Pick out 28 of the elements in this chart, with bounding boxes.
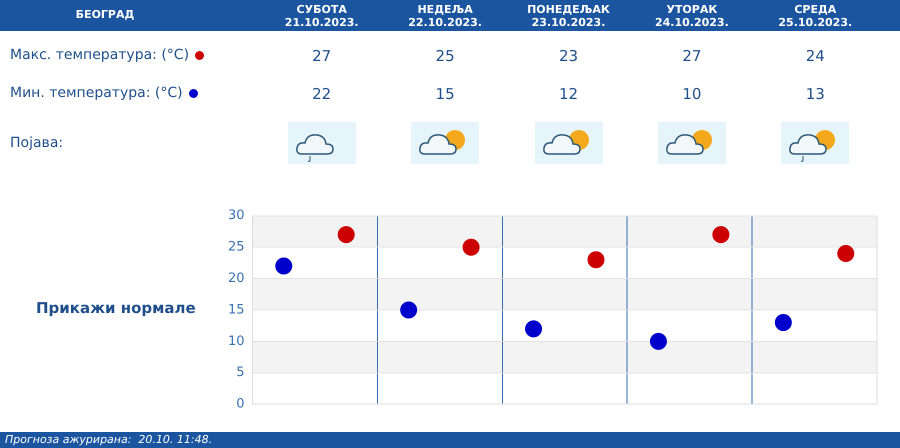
data-label: 24: [804, 47, 826, 65]
text: НЕДЕЉА 22.10.2023.: [407, 3, 483, 29]
y-tick-label: 30: [228, 208, 245, 224]
legend-label: Макс. температура: (°C): [10, 47, 190, 63]
y-tick-label: 0: [236, 396, 245, 412]
text: Појава:: [10, 135, 64, 151]
text: Прикажи нормале: [36, 299, 196, 317]
data-label: 25: [434, 47, 456, 65]
data-label: 12: [558, 85, 580, 103]
data-label: 10: [681, 85, 702, 103]
y-tick-label: 15: [228, 302, 245, 318]
data-label: 27: [681, 47, 702, 65]
y-tick-label: 25: [228, 240, 245, 255]
text: ПОНЕДЕЉАК 23.10.2023.: [526, 3, 611, 29]
data-label: 13: [804, 85, 826, 103]
data-label: 15: [434, 85, 456, 103]
y-tick-label: 10: [228, 334, 245, 349]
text: Прогноза ажурирана: 20.10. 11:48.: [5, 433, 212, 446]
text: СРЕДА 25.10.2023.: [777, 3, 854, 29]
legend-label: Мин. температура: (°C): [10, 85, 183, 101]
data-label: 23: [558, 47, 580, 65]
text: УТОРАК 24.10.2023.: [654, 3, 730, 29]
y-tick-label: 20: [228, 270, 245, 286]
text: СУБОТА 21.10.2023.: [284, 3, 360, 29]
text: БЕОГРАД: [74, 8, 136, 21]
data-label: 22: [311, 85, 332, 103]
data-label: 27: [311, 47, 332, 65]
y-tick-label: 5: [236, 365, 245, 380]
